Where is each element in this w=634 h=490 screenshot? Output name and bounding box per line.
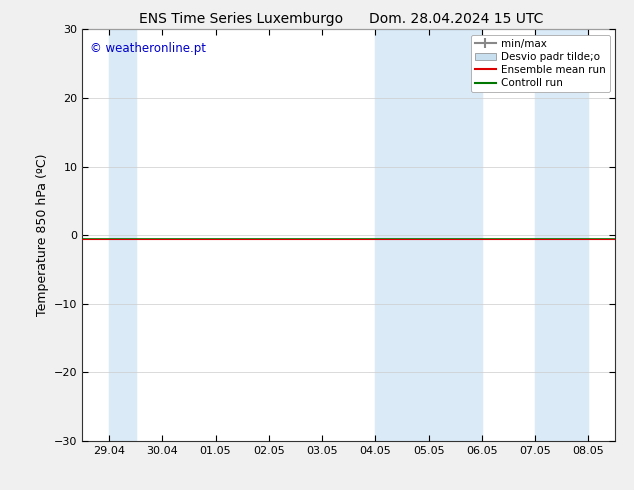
Bar <box>535 29 588 441</box>
Y-axis label: Temperature 850 hPa (ºC): Temperature 850 hPa (ºC) <box>36 154 49 317</box>
Legend: min/max, Desvio padr tilde;o, Ensemble mean run, Controll run: min/max, Desvio padr tilde;o, Ensemble m… <box>470 35 610 92</box>
Text: © weatheronline.pt: © weatheronline.pt <box>91 42 207 55</box>
Bar <box>375 29 482 441</box>
Bar <box>109 29 136 441</box>
Text: ENS Time Series Luxemburgo: ENS Time Series Luxemburgo <box>139 12 343 26</box>
Text: Dom. 28.04.2024 15 UTC: Dom. 28.04.2024 15 UTC <box>369 12 544 26</box>
